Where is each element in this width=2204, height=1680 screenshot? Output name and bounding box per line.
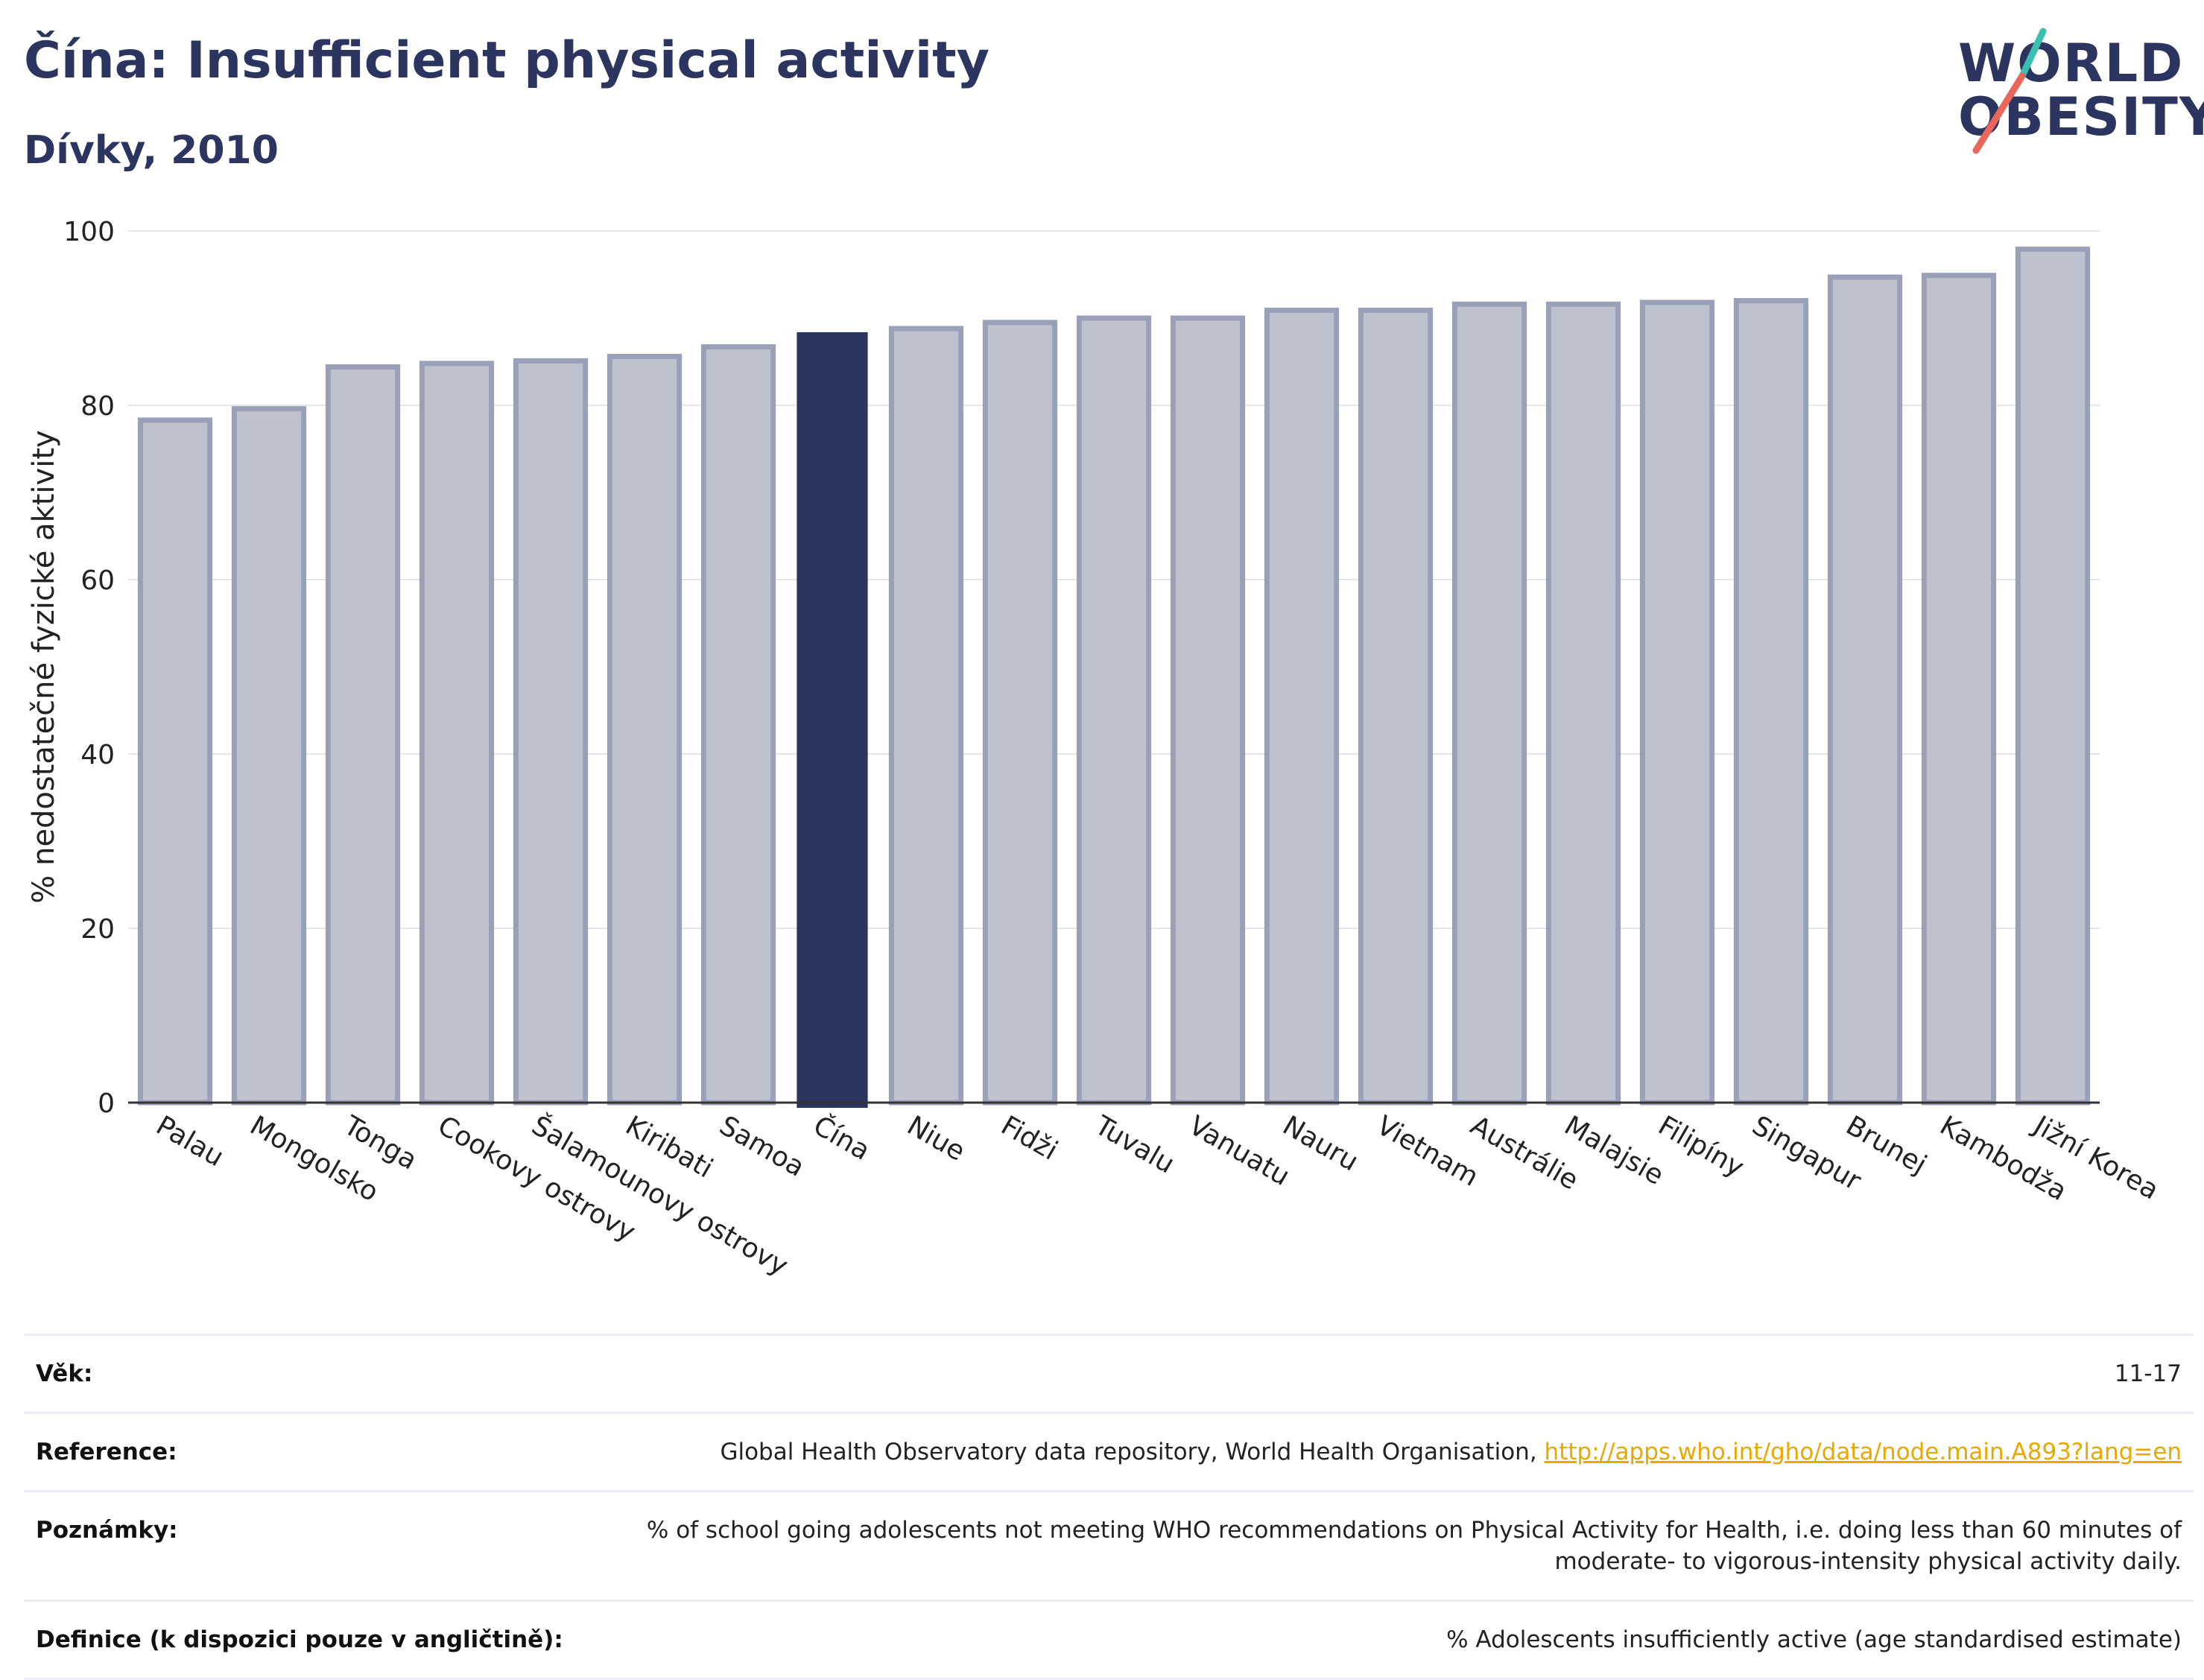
bar — [419, 361, 495, 1106]
bar — [1921, 273, 1997, 1106]
x-tick-label: Tuvalu — [1089, 1110, 1179, 1180]
bar — [1358, 307, 1434, 1106]
page-title: Čína: Insufficient physical activity — [24, 31, 989, 90]
bar — [513, 358, 589, 1106]
bar — [1733, 298, 1809, 1106]
page-subtitle: Dívky, 2010 — [24, 128, 279, 173]
y-tick-label: 40 — [80, 740, 115, 770]
logo-slash-icon — [1972, 28, 2047, 154]
bar — [1170, 315, 1246, 1106]
reference-label: Reference: — [36, 1439, 177, 1465]
meta-row-notes: Poznámky: % of school going adolescents … — [24, 1490, 2194, 1600]
world-obesity-logo: WORLD OBESITY — [1945, 22, 2204, 156]
bar — [607, 353, 683, 1106]
bar — [2015, 247, 2091, 1106]
y-tick-label: 80 — [80, 391, 115, 422]
x-tick-label: Čína — [808, 1109, 875, 1166]
logo-line-1: WORLD — [1958, 33, 2185, 94]
meta-row-reference: Reference: Global Health Observatory dat… — [24, 1412, 2194, 1490]
x-tick-label: Austrálie — [1466, 1110, 1583, 1196]
x-tick-label: Filipíny — [1653, 1110, 1749, 1183]
bar — [1639, 299, 1715, 1106]
bar — [1451, 301, 1527, 1106]
y-axis-title: % nedostatečné fyzické aktivity — [27, 430, 61, 903]
age-label: Věk: — [36, 1360, 93, 1387]
notes-label: Poznámky: — [36, 1517, 178, 1544]
bar — [982, 320, 1058, 1106]
bar — [1545, 301, 1621, 1106]
x-tick-label: Samoa — [715, 1110, 810, 1183]
definition-label: Definice (k dispozici pouze v angličtině… — [36, 1626, 563, 1653]
bar — [325, 364, 401, 1106]
y-tick-label: 20 — [80, 914, 115, 945]
bar-highlighted — [797, 332, 868, 1108]
meta-row-definition: Definice (k dispozici pouze v angličtině… — [24, 1600, 2194, 1680]
metadata-table: Věk: 11-17 Reference: Global Health Obse… — [24, 1334, 2194, 1680]
x-tick-label: Vanuatu — [1184, 1110, 1295, 1192]
age-value: 11-17 — [2114, 1360, 2182, 1387]
bar — [1827, 274, 1903, 1106]
y-tick-label: 0 — [98, 1088, 115, 1119]
reference-link[interactable]: http://apps.who.int/gho/data/node.main.A… — [1544, 1439, 2182, 1465]
x-tick-label: Niue — [902, 1110, 970, 1167]
bar — [888, 326, 964, 1106]
reference-value: Global Health Observatory data repositor… — [720, 1436, 2182, 1468]
meta-row-age: Věk: 11-17 — [24, 1334, 2194, 1412]
bar — [137, 417, 213, 1106]
bar — [1076, 315, 1152, 1106]
bar — [1264, 307, 1340, 1106]
y-tick-label: 60 — [80, 565, 115, 596]
bar — [700, 344, 776, 1106]
notes-value: % of school going adolescents not meetin… — [646, 1517, 2182, 1575]
reference-text: Global Health Observatory data repositor… — [720, 1439, 1545, 1465]
bar — [231, 406, 307, 1106]
x-tick-label: Palau — [151, 1110, 229, 1173]
definition-value: % Adolescents insufficiently active (age… — [1446, 1626, 2182, 1653]
y-tick-label: 100 — [63, 217, 115, 247]
x-tick-label: Fidži — [996, 1110, 1063, 1166]
x-tick-label: Vietnam — [1372, 1110, 1483, 1193]
